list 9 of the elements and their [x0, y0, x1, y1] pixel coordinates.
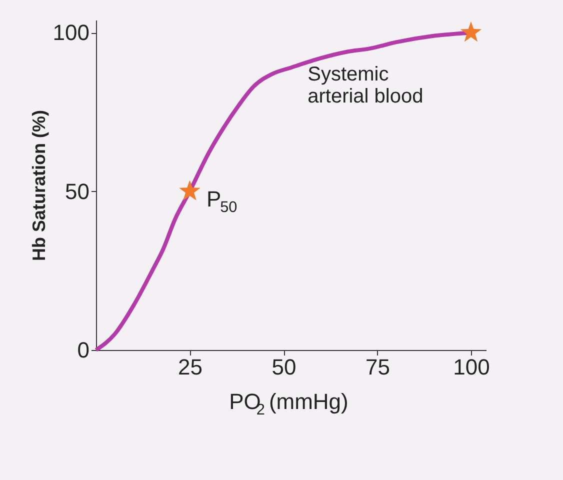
y-tick-label: 50 [65, 178, 90, 204]
x-tick-label: 100 [453, 354, 490, 380]
y-tick-label: 0 [77, 338, 90, 362]
x-tick-label: 25 [178, 354, 202, 380]
x-tick-label: 50 [272, 354, 296, 380]
x-tick-label: 75 [366, 354, 390, 380]
y-tick-label: 100 [52, 20, 90, 46]
annotation: Systemic arterial blood [308, 64, 424, 108]
y-axis-title: Hb Saturation (%) [28, 110, 49, 261]
